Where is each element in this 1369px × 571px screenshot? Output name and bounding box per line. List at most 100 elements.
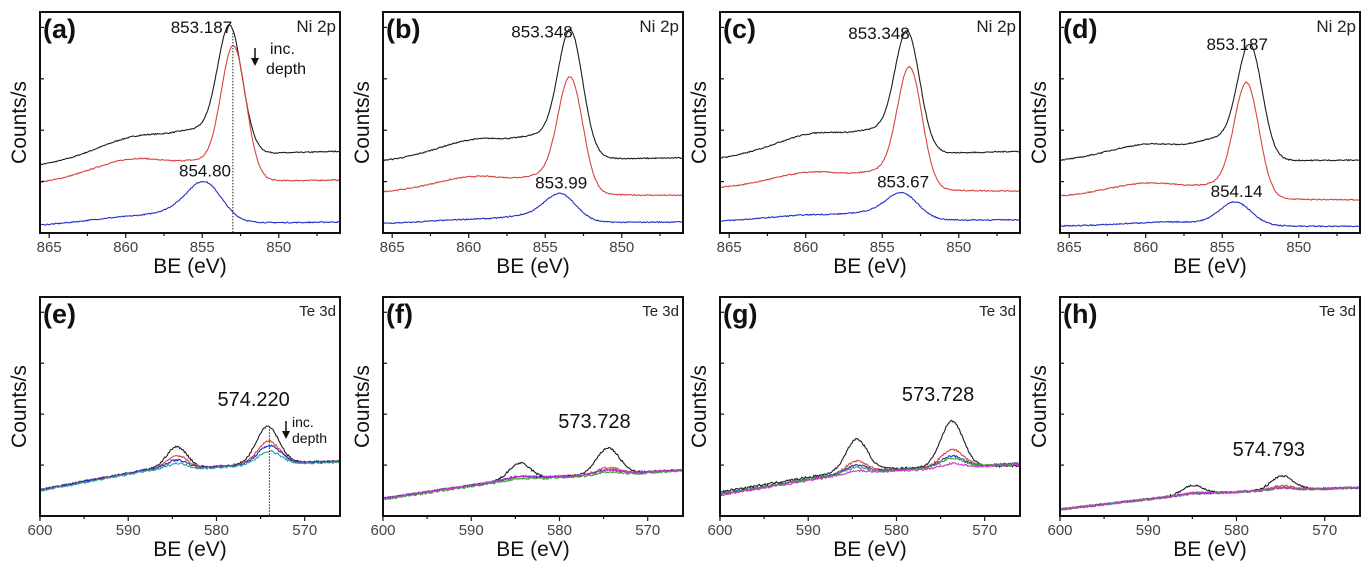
y-axis-title: Counts/s — [1028, 81, 1051, 164]
spectrum-line-red — [719, 65, 1020, 193]
spectrum-line-black — [39, 24, 341, 166]
plot-frame — [1059, 11, 1361, 234]
x-tick-label: 600 — [370, 522, 395, 539]
y-axis-title: Counts/s — [1028, 365, 1051, 448]
y-axis-title: Counts/s — [8, 365, 31, 448]
plot-frame — [1059, 296, 1361, 517]
x-tick-label: 855 — [870, 239, 895, 256]
region-label: Te 3d — [1319, 303, 1356, 320]
x-tick-label: 590 — [116, 522, 141, 539]
inc-depth-label: inc. — [292, 414, 314, 430]
x-tick-label: 590 — [459, 522, 484, 539]
x-axis-title: BE (eV) — [1173, 538, 1247, 561]
x-axis-title: BE (eV) — [833, 538, 907, 561]
panel-label: (h) — [1063, 299, 1097, 329]
x-tick-label: 850 — [609, 239, 634, 256]
x-tick-label: 850 — [266, 239, 291, 256]
spectrum-line-red — [39, 44, 341, 183]
spectrum-line-green — [720, 457, 1021, 495]
y-axis-title: Counts/s — [8, 81, 31, 164]
y-axis-title: Counts/s — [688, 365, 711, 448]
spectrum-line-green — [1059, 486, 1361, 511]
spectrum-line-green — [382, 469, 684, 501]
x-tick-label: 590 — [796, 522, 821, 539]
x-tick-label: 865 — [717, 239, 742, 256]
x-tick-label: 860 — [113, 239, 138, 256]
y-axis-title: Counts/s — [351, 81, 374, 164]
panel-g: 600 590 580 570 BE (eV) Counts/s (g) Te 3d 573.7… — [688, 296, 1021, 561]
x-tick-label: 855 — [190, 239, 215, 256]
x-tick-label: 850 — [946, 239, 971, 256]
x-tick-label: 570 — [292, 522, 317, 539]
plot-frame — [382, 296, 684, 517]
x-axis-title: BE (eV) — [153, 538, 227, 561]
plot-frame — [382, 11, 684, 234]
peak-value-label: 573.728 — [902, 384, 974, 406]
x-tick-label: 580 — [884, 522, 909, 539]
panel-f: 600 590 580 570 BE (eV) Counts/s (f) Te 3d 573.7… — [351, 296, 684, 561]
panel-label: (f) — [386, 299, 413, 329]
peak-value-label: 853.187 — [1206, 35, 1267, 54]
region-label: Te 3d — [642, 303, 679, 320]
x-tick-label: 580 — [547, 522, 572, 539]
plot-frame — [719, 11, 1021, 234]
panel-b: 865 860 855 850 BE (eV) Counts/s (b) Ni 2p 853.3… — [351, 11, 684, 278]
x-tick-label: 600 — [707, 522, 732, 539]
x-tick-label: 865 — [37, 239, 62, 256]
region-label: Ni 2p — [976, 17, 1016, 36]
peak-value-label: 853.187 — [171, 18, 232, 37]
panel-label: (g) — [723, 299, 757, 329]
y-axis-title: Counts/s — [351, 365, 374, 448]
x-tick-label: 570 — [1312, 522, 1337, 539]
peak-value-label: 853.67 — [877, 173, 929, 192]
spectrum-line-red — [382, 76, 684, 197]
x-tick-label: 860 — [793, 239, 818, 256]
x-tick-label: 855 — [533, 239, 558, 256]
x-tick-label: 855 — [1210, 239, 1235, 256]
peak-value-label: 853.99 — [535, 173, 587, 192]
spectrum-line-blue — [719, 191, 1021, 222]
spectrum-line-black — [719, 419, 1021, 493]
x-tick-label: 865 — [380, 239, 405, 256]
x-tick-label: 570 — [635, 522, 660, 539]
x-tick-label: 860 — [1133, 239, 1158, 256]
spectrum-line-blue — [382, 192, 684, 225]
peak-value-label: 573.728 — [558, 411, 630, 433]
spectrum-line-black — [382, 28, 684, 162]
peak-value-label: 853.348 — [848, 24, 909, 43]
plot-frame — [39, 11, 341, 234]
region-label: Ni 2p — [296, 17, 336, 36]
spectrum-line-blue — [1059, 201, 1361, 228]
x-tick-label: 865 — [1057, 239, 1082, 256]
spectrum-line-blue — [39, 181, 341, 226]
panel-h: 600 590 580 570 BE (eV) Counts/s (h) Te 3d 574.7… — [1028, 296, 1361, 561]
panel-label: (a) — [43, 14, 76, 44]
inc-depth-label: inc. — [270, 41, 295, 58]
peak-value-label: 853.348 — [511, 23, 572, 42]
arrow-down-icon — [282, 431, 290, 439]
x-tick-label: 590 — [1136, 522, 1161, 539]
x-tick-label: 580 — [1224, 522, 1249, 539]
panel-label: (d) — [1063, 14, 1097, 44]
spectrum-line-teal — [39, 449, 341, 493]
x-axis-title: BE (eV) — [496, 538, 570, 561]
panel-a: 865 860 855 850 BE (eV) Counts/s (a) Ni 2p 853.1… — [8, 11, 341, 278]
y-axis-title: Counts/s — [688, 81, 711, 164]
inc-depth-label: depth — [292, 430, 327, 446]
region-label: Te 3d — [979, 303, 1016, 320]
peak-value-label: 854.80 — [179, 161, 231, 180]
spectrum-line-magenta — [382, 467, 684, 500]
panel-label: (b) — [386, 14, 420, 44]
spectrum-line-black — [1060, 43, 1361, 162]
peak-value-label: 574.793 — [1233, 439, 1305, 461]
peak-value-label: 854.14 — [1211, 182, 1263, 201]
x-axis-title: BE (eV) — [1173, 255, 1247, 278]
spectrum-line-magenta — [719, 461, 1021, 497]
spectrum-line-black — [719, 30, 1021, 159]
spectrum-line-blue — [39, 444, 341, 492]
inc-depth-label: depth — [266, 61, 306, 78]
plot-frame — [719, 296, 1021, 517]
x-axis-title: BE (eV) — [833, 255, 907, 278]
x-tick-label: 580 — [204, 522, 229, 539]
peak-value-label: 574.220 — [217, 389, 289, 411]
